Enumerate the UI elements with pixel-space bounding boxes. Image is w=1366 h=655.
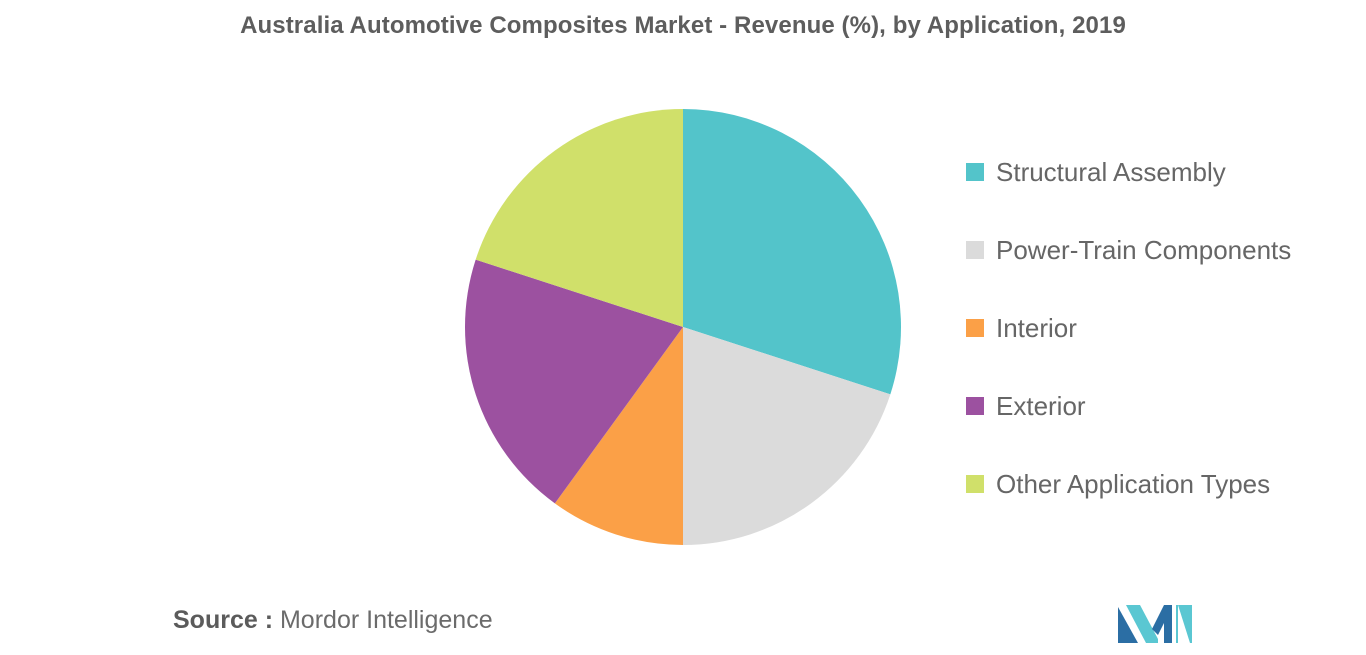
mordor-intelligence-logo-icon — [1118, 605, 1192, 643]
legend-item: Power-Train Components — [966, 228, 1291, 272]
legend-swatch — [966, 475, 984, 493]
logo-right-cut — [1178, 605, 1190, 643]
pie-slice-interior — [554, 327, 683, 545]
legend-swatch — [966, 319, 984, 337]
chart-title: Australia Automotive Composites Market -… — [240, 12, 1126, 39]
logo-left-band — [1126, 605, 1158, 643]
legend-label: Interior — [996, 312, 1077, 343]
pie-slice-structural-assembly — [683, 109, 902, 395]
legend-swatch — [966, 241, 984, 259]
legend-label: Other Application Types — [996, 468, 1271, 499]
pie-slice-other-application-types — [475, 109, 683, 327]
source-note: Source : Mordor Intelligence — [173, 606, 493, 635]
pie-slice-exterior — [464, 259, 683, 504]
source-value: Mordor Intelligence — [279, 606, 493, 634]
legend-label: Structural Assembly — [996, 156, 1226, 187]
legend-label: Exterior — [996, 390, 1086, 421]
pie-slice-power-train-components — [683, 327, 891, 545]
logo-middle-shape — [1152, 605, 1172, 643]
legend-item: Exterior — [966, 384, 1086, 428]
legend-item: Other Application Types — [966, 462, 1270, 506]
source-key: Source : — [173, 606, 274, 634]
legend-swatch — [966, 163, 984, 181]
legend-swatch — [966, 397, 984, 415]
legend-item: Structural Assembly — [966, 150, 1226, 194]
legend-item: Interior — [966, 306, 1077, 350]
logo-left-shape — [1118, 607, 1138, 643]
legend-label: Power-Train Components — [996, 234, 1292, 265]
